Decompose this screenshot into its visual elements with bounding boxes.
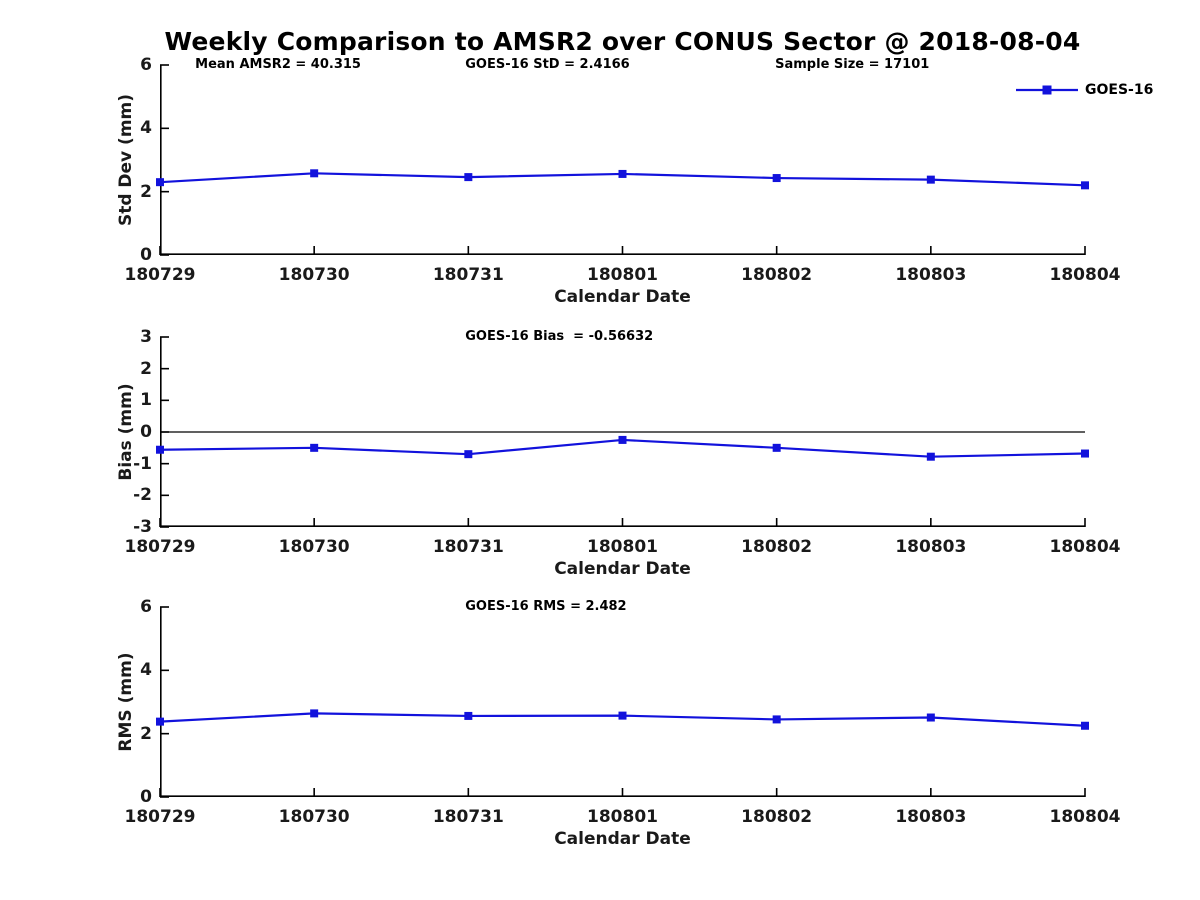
x-tick-label: 180731 [432, 537, 504, 557]
y-axis-label-rms: RMS (mm) [116, 652, 136, 752]
y-tick-label: 3 [140, 327, 152, 347]
data-point-marker [310, 709, 319, 718]
x-axis-label-bias: Calendar Date [554, 559, 691, 579]
panel-std-dev: Std Dev (mm) 0 2 4 6 180729 180730 180731 18080… [0, 55, 1200, 335]
data-point-marker [772, 715, 781, 724]
x-tick-label: 180729 [124, 265, 196, 285]
x-axis-label-rms: Calendar Date [554, 829, 691, 849]
x-tick-label: 180801 [587, 537, 658, 557]
data-point-marker [1081, 449, 1089, 458]
y-tick-label: 4 [140, 660, 152, 681]
y-tick-label: 2 [140, 723, 152, 744]
x-tick-label: 180730 [278, 807, 350, 827]
plot-canvas [156, 64, 1089, 256]
x-tick-label: 180803 [895, 265, 967, 285]
x-tick-label: 180801 [587, 807, 658, 827]
panel-rms: RMS (mm) 0 2 4 6 180729 180730 180731 180801 180… [0, 597, 1200, 877]
x-tick-label: 180730 [278, 537, 350, 557]
data-point-marker [310, 169, 319, 178]
data-point-marker [618, 169, 627, 178]
panel-annotation: Mean AMSR2 = 40.315 [195, 57, 361, 72]
y-tick-label: 1 [140, 390, 152, 411]
x-tick-label: 180729 [124, 807, 196, 827]
panel-annotation: GOES-16 Bias = -0.56632 [465, 329, 654, 344]
x-tick-label: 180731 [432, 265, 504, 285]
chart-title: Weekly Comparison to AMSR2 over CONUS Se… [164, 27, 1081, 56]
x-tick-label: 180729 [124, 537, 196, 557]
y-tick-label: 0 [140, 422, 152, 442]
panel-bias: Bias (mm) 3 2 1 0 -1 -2 -3 180729 180730 180731 18… [0, 327, 1200, 607]
data-point-marker [926, 713, 935, 722]
data-point-marker [618, 711, 627, 720]
x-tick-label: 180731 [432, 807, 504, 827]
legend-marker [1042, 85, 1052, 95]
data-point-marker [1081, 721, 1089, 730]
data-point-marker [156, 717, 164, 726]
data-point-marker [618, 435, 627, 444]
panel-annotation: GOES-16 RMS = 2.482 [465, 599, 627, 614]
x-tick-label: 180802 [741, 537, 813, 557]
plot-area-std-dev: 0 2 4 6 180729 180730 180731 180801 180802 180803… [125, 55, 1121, 285]
x-tick-label: 180802 [741, 807, 813, 827]
y-tick-label: -3 [133, 517, 152, 537]
y-tick-label: 2 [140, 181, 152, 202]
y-axis-label-std-dev: Std Dev (mm) [116, 93, 136, 227]
data-point-marker [464, 450, 473, 459]
data-point-marker [156, 178, 164, 187]
y-tick-label: 0 [140, 245, 152, 265]
data-point-marker [772, 174, 781, 183]
y-tick-label: -2 [133, 485, 152, 506]
data-point-marker [464, 711, 473, 720]
panel-annotation: Sample Size = 17101 [775, 57, 930, 72]
x-tick-label: 180804 [1049, 537, 1121, 557]
y-tick-label: 0 [140, 787, 152, 807]
x-tick-label: 180804 [1049, 807, 1121, 827]
x-tick-label: 180802 [741, 265, 813, 285]
data-point-marker [310, 443, 319, 452]
plot-area-bias: 3 2 1 0 -1 -2 -3 180729 180730 180731 180801 180802… [125, 327, 1121, 557]
data-point-marker [926, 175, 935, 184]
x-tick-label: 180801 [587, 265, 658, 285]
x-axis-label-std-dev: Calendar Date [554, 287, 691, 307]
plot-canvas [156, 336, 1089, 528]
legend-line-marker-icon [1016, 85, 1078, 95]
plot-canvas [156, 606, 1089, 798]
legend-label: GOES-16 [1085, 82, 1154, 98]
data-point-marker [926, 452, 935, 461]
data-point-marker [1081, 181, 1089, 190]
x-tick-label: 180803 [895, 807, 967, 827]
x-tick-label: 180803 [895, 537, 967, 557]
data-point-marker [464, 173, 473, 182]
x-tick-label: 180804 [1049, 265, 1121, 285]
y-tick-label: 6 [140, 55, 152, 75]
panel-annotation: GOES-16 StD = 2.4166 [465, 57, 630, 72]
data-point-marker [156, 445, 164, 454]
y-tick-label: 6 [140, 597, 152, 617]
y-tick-label: 2 [140, 358, 152, 379]
y-tick-label: 4 [140, 118, 152, 139]
legend: GOES-16 [1016, 82, 1153, 98]
y-tick-label: -1 [133, 453, 152, 474]
plot-area-rms: 0 2 4 6 180729 180730 180731 180801 180802 180803… [125, 597, 1121, 827]
x-tick-label: 180730 [278, 265, 350, 285]
data-point-marker [772, 443, 781, 452]
